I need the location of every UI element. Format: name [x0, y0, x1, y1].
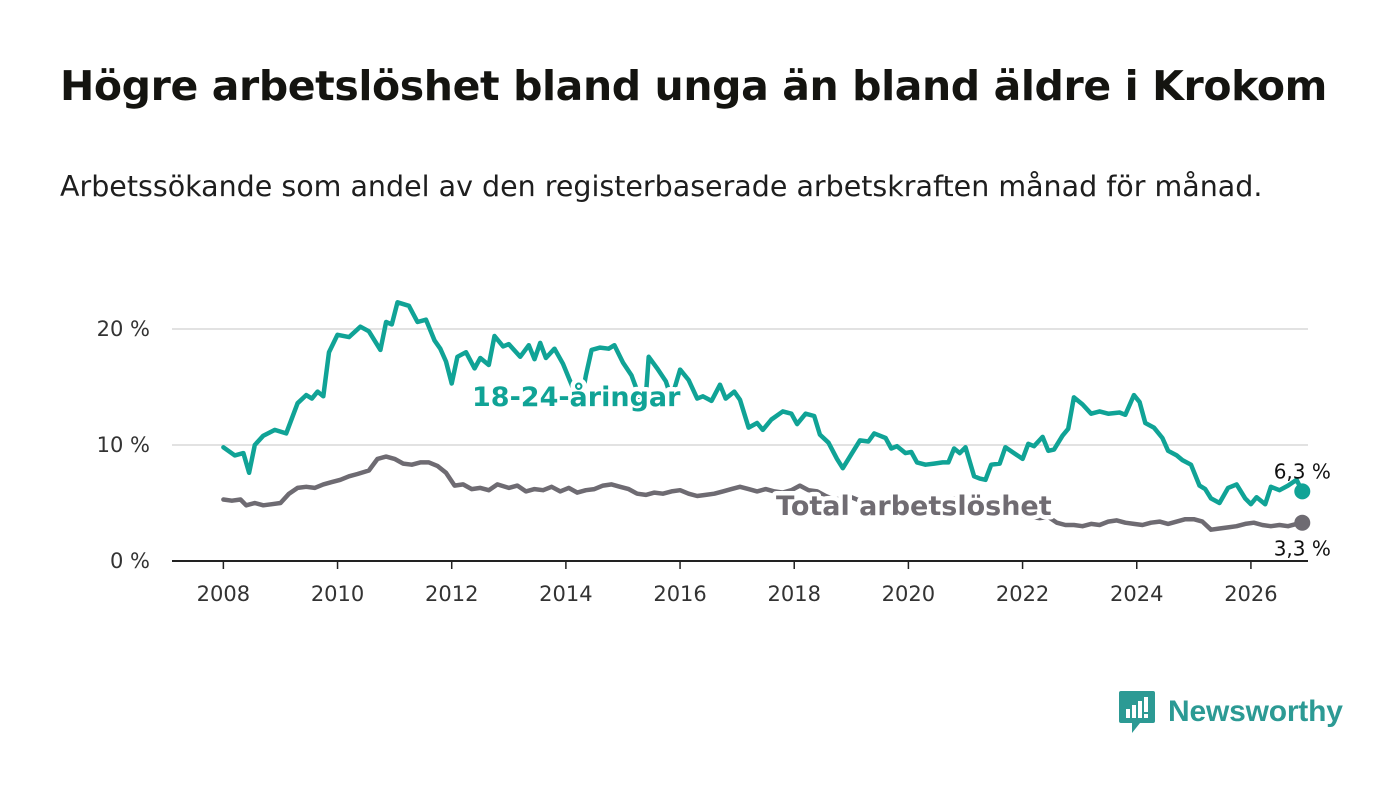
newsworthy-logo-text: Newsworthy — [1168, 695, 1343, 728]
x-tick-label: 2018 — [768, 582, 821, 606]
x-tick-label: 2020 — [882, 582, 935, 606]
x-tick-label: 2024 — [1110, 582, 1163, 606]
end-point-total — [1294, 514, 1311, 531]
y-tick-label: 0 % — [110, 549, 150, 573]
newsworthy-logo[interactable]: Newsworthy — [1118, 690, 1343, 734]
y-tick-label: 20 % — [97, 317, 150, 341]
chart-title: Högre arbetslöshet bland unga än bland ä… — [60, 62, 1327, 110]
series-line-youth — [221, 300, 1305, 507]
end-label-youth: 6,3 % — [1274, 459, 1331, 483]
gridlines: 0 % 10 % 20 % — [97, 317, 1308, 573]
x-tick-label: 2016 — [653, 582, 706, 606]
x-axis: 2008 2010 2012 2014 2016 2018 2020 2022 2024 2026 — [172, 560, 1308, 606]
end-label-total: 3,3 % — [1274, 537, 1331, 561]
x-tick-label: 2012 — [425, 582, 478, 606]
x-tick-label: 2026 — [1224, 582, 1277, 606]
x-tick-label: 2010 — [311, 582, 364, 606]
end-point-youth — [1294, 483, 1311, 500]
series-label-youth: 18-24-åringar — [472, 381, 681, 413]
x-tick-label: 2022 — [996, 582, 1049, 606]
chart-subtitle: Arbetssökande som andel av den registerb… — [60, 170, 1263, 203]
x-tick-label: 2014 — [539, 582, 592, 606]
series-lines — [221, 300, 1311, 532]
series-label-total: Total arbetslöshet — [776, 491, 1052, 522]
x-tick-label: 2008 — [197, 582, 250, 606]
newsworthy-logo-icon — [1119, 691, 1155, 733]
series-label-total-halo: Total arbetslöshet — [776, 491, 1052, 522]
y-tick-label: 10 % — [97, 433, 150, 457]
series-line-total — [221, 454, 1305, 532]
series-label-youth-halo: 18-24-åringar — [472, 381, 681, 413]
